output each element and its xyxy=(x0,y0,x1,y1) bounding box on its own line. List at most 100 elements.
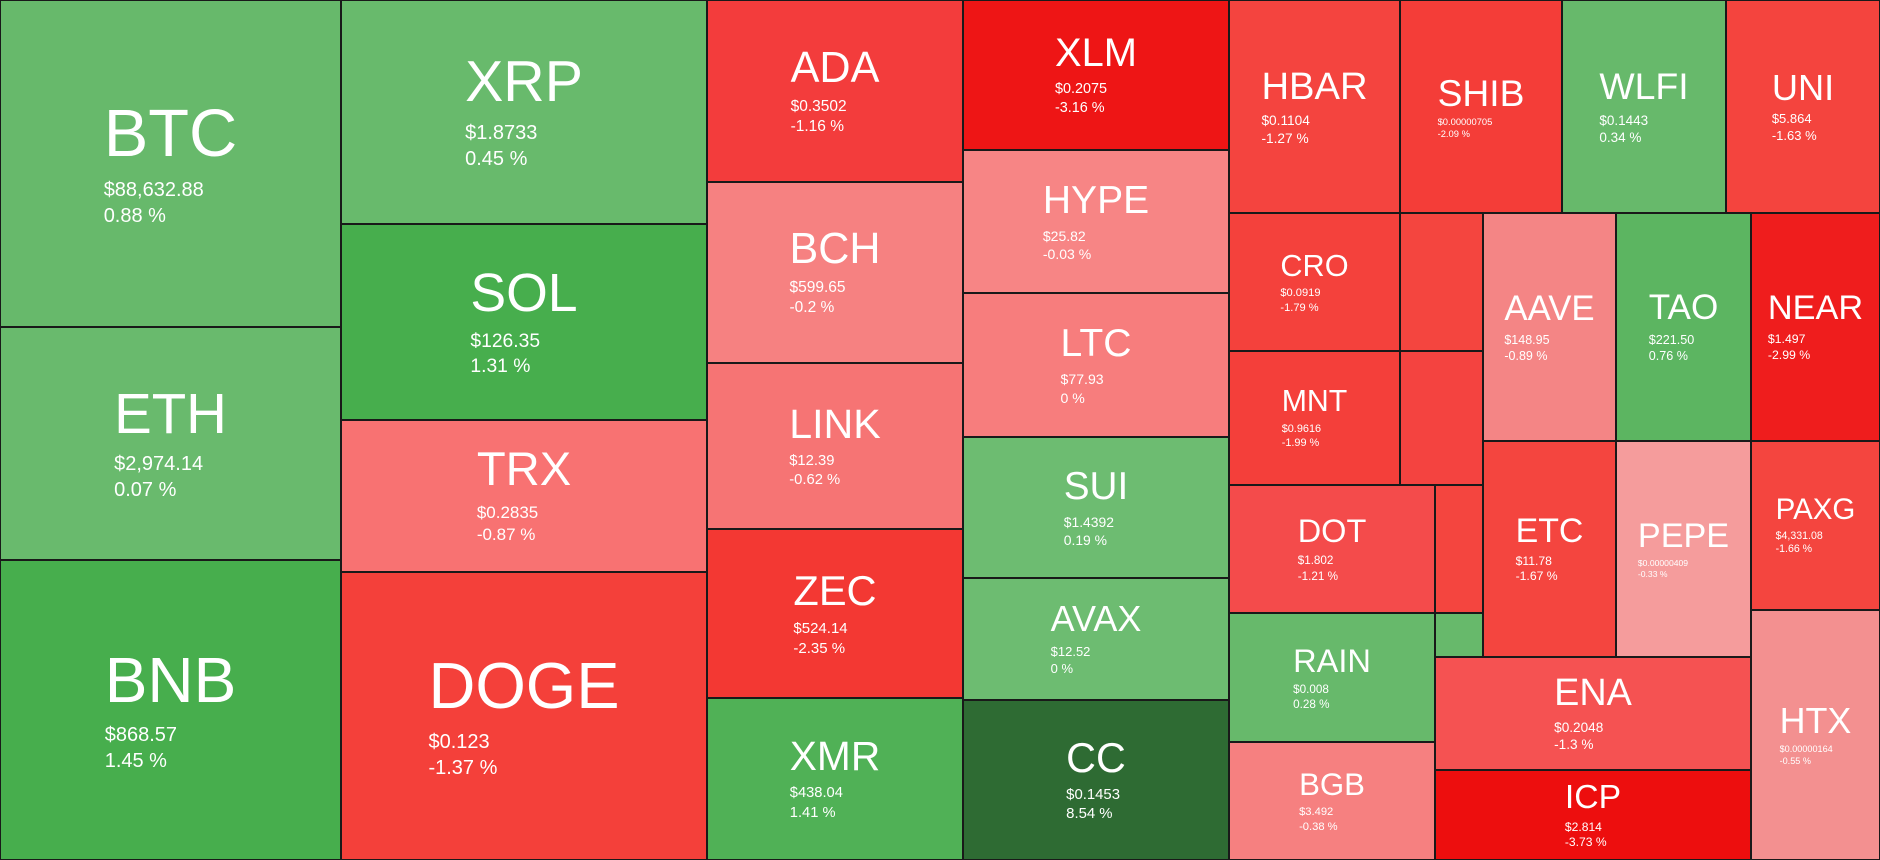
tile-cro[interactable]: CRO $0.0919 -1.79 % xyxy=(1229,213,1400,351)
coin-change-percent: -2.09 % xyxy=(1437,128,1470,140)
tile-bgb[interactable]: BGB $3.492 -0.38 % xyxy=(1229,742,1435,860)
tile-content: BCH $599.65 -0.2 % xyxy=(790,226,881,318)
coin-stats: $1.802 -1.21 % xyxy=(1298,553,1367,583)
coin-stats: $1.4392 0.19 % xyxy=(1064,513,1129,549)
tile-etc[interactable]: ETC $11.78 -1.67 % xyxy=(1483,441,1616,657)
tile-eth[interactable]: ETH $2,974.14 0.07 % xyxy=(0,327,341,560)
coin-stats: $0.2835 -0.87 % xyxy=(477,502,571,546)
coin-symbol: HBAR xyxy=(1261,64,1368,108)
tile-btc[interactable]: BTC $88,632.88 0.88 % xyxy=(0,0,341,327)
tile-hbar[interactable]: HBAR $0.1104 -1.27 % xyxy=(1229,0,1400,213)
tile-aave[interactable]: AAVE $148.95 -0.89 % xyxy=(1483,213,1616,441)
tile-bch[interactable]: BCH $599.65 -0.2 % xyxy=(707,182,963,363)
tile-rain[interactable]: RAIN $0.008 0.28 % xyxy=(1229,613,1435,742)
tile-ada[interactable]: ADA $0.3502 -1.16 % xyxy=(707,0,963,182)
tile-shib[interactable]: SHIB $0.00000705 -2.09 % xyxy=(1400,0,1562,213)
tile-mnt[interactable]: MNT $0.9616 -1.99 % xyxy=(1229,351,1400,485)
tile-content: LINK $12.39 -0.62 % xyxy=(789,400,881,490)
coin-change-percent: -0.89 % xyxy=(1504,348,1548,363)
coin-price: $3.492 xyxy=(1299,806,1334,819)
tile-avax[interactable]: AVAX $12.52 0 % xyxy=(963,578,1229,700)
coin-change-percent: -1.27 % xyxy=(1261,130,1309,146)
tile-xlm[interactable]: XLM $0.2075 -3.16 % xyxy=(963,0,1229,150)
tile-uni[interactable]: UNI $5.864 -1.63 % xyxy=(1726,0,1880,213)
coin-stats: $524.14 -2.35 % xyxy=(793,619,876,658)
coin-price: $221.50 xyxy=(1648,332,1695,347)
coin-symbol: AAVE xyxy=(1504,288,1595,328)
tile-content: AAVE $148.95 -0.89 % xyxy=(1504,290,1594,364)
tile-bnb[interactable]: BNB $868.57 1.45 % xyxy=(0,560,341,860)
tile-content: MNT $0.9616 -1.99 % xyxy=(1281,384,1348,451)
tile-hype[interactable]: HYPE $25.82 -0.03 % xyxy=(963,150,1229,293)
coin-change-percent: -2.99 % xyxy=(1767,347,1811,362)
coin-symbol: BTC xyxy=(103,96,238,171)
tile-unlabeled[interactable] xyxy=(1400,351,1483,485)
coin-change-percent: 0.45 % xyxy=(465,148,528,171)
coin-price: $0.2075 xyxy=(1054,81,1108,98)
coin-symbol: CRO xyxy=(1280,248,1349,284)
coin-stats: $0.2075 -3.16 % xyxy=(1055,80,1137,117)
tile-ena[interactable]: ENA $0.2048 -1.3 % xyxy=(1435,657,1751,770)
tile-link[interactable]: LINK $12.39 -0.62 % xyxy=(707,363,963,529)
tile-xmr[interactable]: XMR $438.04 1.41 % xyxy=(707,698,963,860)
coin-price: $148.95 xyxy=(1504,332,1550,347)
tile-content: LTC $77.93 0 % xyxy=(1060,322,1132,407)
coin-change-percent: 0.88 % xyxy=(103,205,166,228)
tile-content: DOGE $0.123 -1.37 % xyxy=(428,651,619,780)
coin-price: $0.0919 xyxy=(1280,287,1321,300)
coin-symbol: SOL xyxy=(470,262,578,323)
tile-sui[interactable]: SUI $1.4392 0.19 % xyxy=(963,437,1229,578)
coin-change-percent: 0.07 % xyxy=(114,479,177,502)
coin-symbol: LINK xyxy=(789,400,881,447)
tile-unlabeled[interactable] xyxy=(1435,613,1483,657)
tile-htx[interactable]: HTX $0.00000164 -0.55 % xyxy=(1751,610,1880,860)
coin-stats: $0.00000705 -2.09 % xyxy=(1438,116,1525,140)
coin-symbol: MNT xyxy=(1281,384,1348,418)
tile-pepe[interactable]: PEPE $0.00000409 -0.33 % xyxy=(1616,441,1751,657)
tile-content: BGB $3.492 -0.38 % xyxy=(1299,766,1365,835)
coin-change-percent: -2.35 % xyxy=(793,639,846,657)
tile-unlabeled[interactable] xyxy=(1400,213,1483,351)
coin-symbol: XLM xyxy=(1054,31,1138,76)
tile-dot[interactable]: DOT $1.802 -1.21 % xyxy=(1229,485,1435,613)
coin-symbol: LTC xyxy=(1060,322,1132,366)
coin-price: $0.008 xyxy=(1293,682,1329,696)
tile-near[interactable]: NEAR $1.497 -2.99 % xyxy=(1751,213,1880,441)
tile-zec[interactable]: ZEC $524.14 -2.35 % xyxy=(707,529,963,698)
tile-wlfi[interactable]: WLFI $0.1443 0.34 % xyxy=(1562,0,1726,213)
tile-ltc[interactable]: LTC $77.93 0 % xyxy=(963,293,1229,437)
tile-icp[interactable]: ICP $2.814 -3.73 % xyxy=(1435,770,1751,860)
coin-symbol: HYPE xyxy=(1042,178,1150,222)
coin-symbol: BGB xyxy=(1299,766,1365,802)
tile-doge[interactable]: DOGE $0.123 -1.37 % xyxy=(341,572,707,860)
coin-stats: $868.57 1.45 % xyxy=(105,722,237,774)
coin-price: $599.65 xyxy=(789,279,846,297)
tile-unlabeled[interactable] xyxy=(1435,485,1483,613)
coin-price: $438.04 xyxy=(789,785,843,802)
tile-content: PAXG $4,331.08 -1.66 % xyxy=(1776,494,1856,557)
tile-content: XMR $438.04 1.41 % xyxy=(790,734,880,822)
tile-xrp[interactable]: XRP $1.8733 0.45 % xyxy=(341,0,707,224)
tile-trx[interactable]: TRX $0.2835 -0.87 % xyxy=(341,420,707,572)
coin-change-percent: -0.03 % xyxy=(1042,246,1092,262)
tile-paxg[interactable]: PAXG $4,331.08 -1.66 % xyxy=(1751,441,1880,610)
tile-content: ZEC $524.14 -2.35 % xyxy=(793,568,876,658)
coin-price: $0.00000705 xyxy=(1437,116,1493,127)
coin-stats: $126.35 1.31 % xyxy=(470,329,577,379)
coin-change-percent: -1.66 % xyxy=(1775,543,1813,556)
coin-stats: $599.65 -0.2 % xyxy=(790,278,881,318)
tile-cc[interactable]: CC $0.1453 8.54 % xyxy=(963,700,1229,860)
coin-stats: $438.04 1.41 % xyxy=(790,784,880,822)
coin-stats: $88,632.88 0.88 % xyxy=(104,177,238,229)
coin-stats: $1.8733 0.45 % xyxy=(465,120,583,172)
tile-content: HYPE $25.82 -0.03 % xyxy=(1042,178,1150,263)
coin-price: $2.814 xyxy=(1564,819,1602,834)
tile-content: SHIB $0.00000705 -2.09 % xyxy=(1438,72,1525,141)
coin-change-percent: -0.33 % xyxy=(1637,568,1668,579)
tile-sol[interactable]: SOL $126.35 1.31 % xyxy=(341,224,707,420)
coin-stats: $12.52 0 % xyxy=(1051,644,1142,678)
coin-stats: $1.497 -2.99 % xyxy=(1768,332,1863,364)
tile-tao[interactable]: TAO $221.50 0.76 % xyxy=(1616,213,1751,441)
coin-price: $1.802 xyxy=(1297,554,1334,568)
